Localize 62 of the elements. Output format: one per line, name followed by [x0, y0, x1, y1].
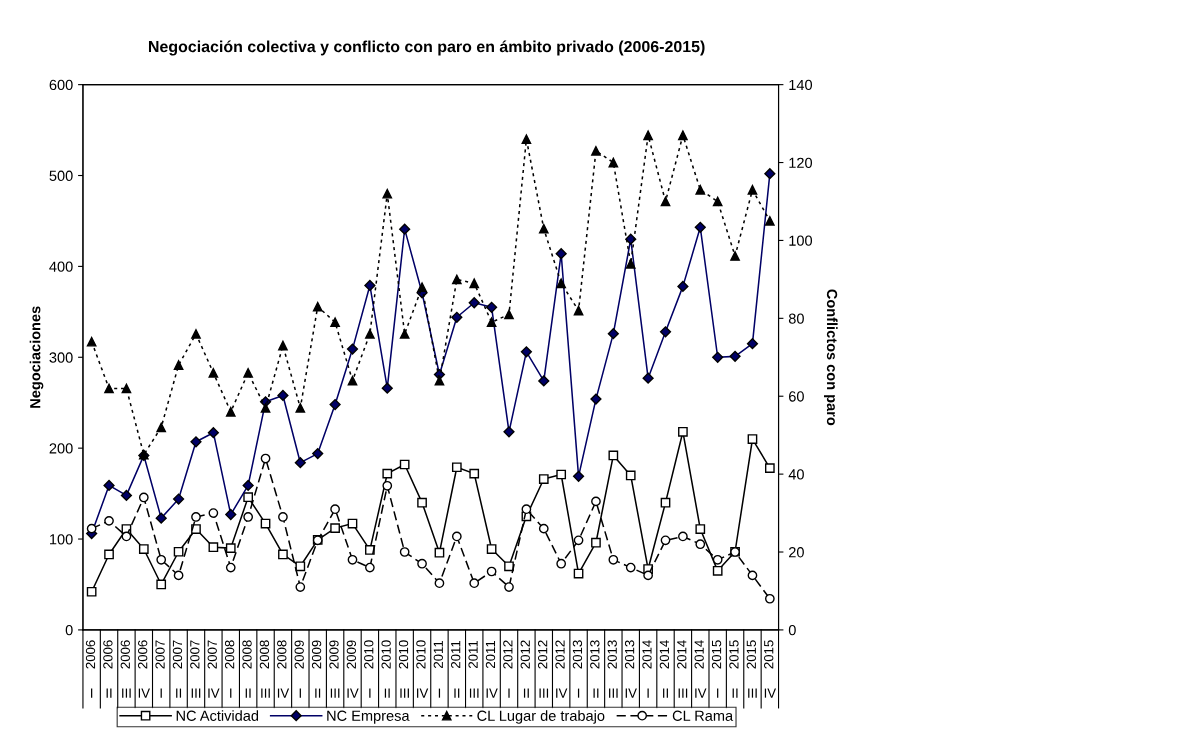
y-tick-label: 0	[65, 625, 73, 636]
y2-tick-label: 0	[788, 625, 796, 636]
category-label: 2014 IV	[694, 640, 707, 698]
y2-tick-label: 40	[788, 469, 804, 480]
category-label: 2014 I	[642, 640, 652, 698]
category-label: 2014 II	[659, 640, 670, 698]
category-label: 2013 III	[607, 640, 618, 698]
category-label: 2012 IV	[555, 640, 568, 698]
y-tick-label: 100	[50, 534, 73, 545]
y2-tick-label: 100	[789, 235, 813, 246]
y2-axis-title: Conflictos con paro	[824, 289, 838, 426]
category-label: 2012 I	[503, 640, 513, 698]
y2-tick-label: 60	[789, 391, 804, 402]
category-label: 2015 I	[711, 640, 722, 698]
category-label: 2010 III	[398, 640, 409, 698]
category-label: 2007 II	[172, 640, 183, 698]
category-label: 2015 III	[746, 640, 757, 698]
category-label: 2008 III	[259, 640, 270, 698]
category-label: 2013 II	[590, 640, 600, 698]
category-label: 2012 III	[537, 640, 549, 698]
category-label: 2008 IV	[277, 640, 290, 698]
chart-title: Negociación colectiva y conflicto con paro en ámbito privado (2006-2015)	[148, 40, 705, 56]
category-label: 2011 II	[451, 640, 461, 698]
category-label: 2009 IV	[346, 640, 359, 698]
y2-tick-label: 80	[788, 313, 804, 324]
category-label: 2008 II	[242, 640, 252, 698]
legend-label: NC Empresa	[327, 710, 410, 724]
category-label: 2009 II	[311, 640, 322, 698]
category-label: 2010 II	[381, 640, 391, 698]
y-tick-label: 300	[49, 352, 73, 363]
category-label: 2007 III	[190, 640, 201, 698]
legend-label: CL Lugar de trabajo	[477, 710, 605, 724]
legend-label: CL Rama	[672, 710, 734, 721]
y-tick-label: 600	[49, 79, 73, 91]
y2-tick-label: 140	[789, 79, 813, 91]
category-label: 2010 IV	[416, 640, 429, 698]
category-label: 2007 I	[155, 640, 165, 698]
category-label: 2007 IV	[207, 640, 220, 698]
category-label: 2011 III	[468, 640, 479, 698]
y-axis-title: Negociaciones	[29, 306, 44, 408]
category-label: 2009 I	[294, 640, 304, 698]
category-label: 2013 IV	[624, 640, 637, 698]
y2-tick-label: 120	[789, 157, 813, 168]
legend-label: NC Actividad	[176, 710, 259, 721]
category-label: 2015 IV	[764, 640, 777, 698]
category-label: 2011 IV	[485, 640, 498, 698]
category-label: 2013 I	[572, 640, 583, 698]
y-tick-label: 200	[49, 443, 73, 454]
category-label: 2015 II	[729, 640, 739, 698]
category-label: 2014 III	[677, 640, 688, 698]
category-label: 2008 I	[224, 640, 235, 698]
category-label: 2006 I	[85, 640, 96, 698]
category-label: 2006 III	[120, 640, 131, 698]
y2-tick-label: 20	[789, 547, 804, 558]
category-label: 2006 IV	[138, 640, 150, 698]
y-tick-label: 500	[49, 170, 73, 181]
y-tick-label: 400	[49, 261, 73, 272]
category-label: 2010 I	[364, 640, 374, 698]
category-label: 2011 I	[433, 640, 443, 698]
category-label: 2012 II	[520, 640, 530, 698]
category-label: 2009 III	[329, 640, 340, 698]
category-label: 2006 II	[103, 640, 113, 698]
